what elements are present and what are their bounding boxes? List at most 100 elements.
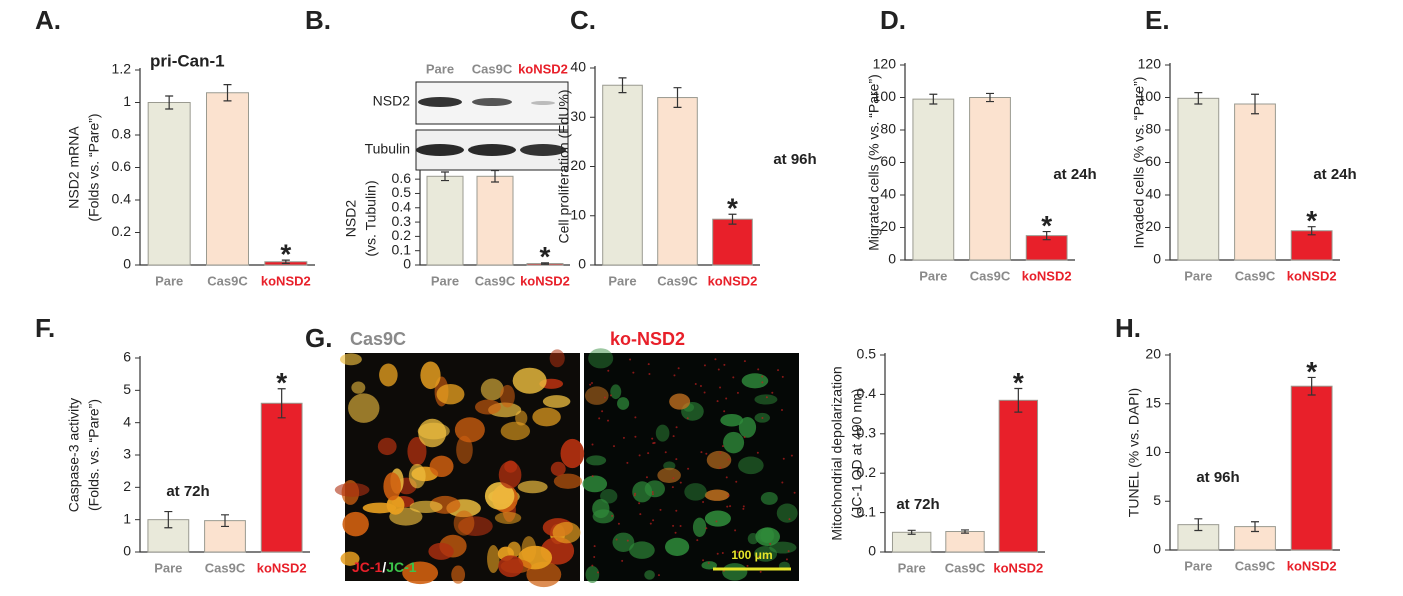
- y-tick-label: 10: [1145, 443, 1161, 459]
- error-bar: [1014, 387, 1023, 413]
- error-bar: [277, 388, 286, 419]
- cell: [377, 437, 397, 456]
- speck: [765, 556, 768, 559]
- panel-label: B.: [305, 5, 331, 35]
- y-tick-label: 0: [403, 256, 411, 272]
- speck: [679, 481, 682, 484]
- annotation: at 96h: [1196, 469, 1239, 486]
- bar-chart: F. Caspase-3 activity (Folds. vs. “Pare”) 0…: [35, 313, 310, 575]
- speck: [632, 371, 635, 374]
- significance-marker: *: [1013, 367, 1024, 398]
- speck: [703, 364, 706, 367]
- y-tick-label: 100: [873, 88, 897, 104]
- speck: [746, 564, 749, 567]
- speck: [607, 419, 610, 422]
- cell: [454, 417, 485, 443]
- y-axis-label: (Folds. vs. “Pare”): [86, 399, 102, 511]
- speck: [717, 368, 720, 371]
- speck: [702, 559, 705, 562]
- speck: [777, 369, 780, 372]
- cell: [684, 483, 707, 501]
- y-axis-label: NSD2: [343, 200, 359, 238]
- error-bar: [986, 92, 994, 103]
- cell: [542, 395, 571, 408]
- x-tick-label: koNSD2: [261, 273, 311, 288]
- error-bar: [223, 84, 232, 102]
- lane-label: Cas9C: [472, 61, 513, 76]
- cell: [517, 480, 548, 494]
- bar: [1177, 97, 1220, 261]
- y-tick-label: 30: [570, 108, 586, 124]
- bar-chart: C. Cell proliferation (EdU%) 0 10 20 30 40 Pare…: [556, 5, 817, 289]
- significance-marker: *: [540, 241, 551, 272]
- y-tick-label: 0.4: [112, 191, 132, 207]
- cell: [588, 348, 614, 369]
- speck: [675, 509, 678, 512]
- cell: [722, 563, 748, 581]
- speck: [782, 457, 785, 460]
- cell: [692, 517, 707, 537]
- panel-label: H.: [1115, 313, 1141, 343]
- cell: [664, 537, 690, 556]
- cell: [655, 424, 670, 442]
- cell: [407, 437, 427, 466]
- y-tick-label: 40: [570, 59, 586, 75]
- significance-marker: *: [280, 239, 291, 270]
- cell: [754, 546, 778, 562]
- x-tick-label: koNSD2: [993, 560, 1043, 575]
- bar: [945, 531, 985, 553]
- speck: [781, 481, 784, 484]
- y-tick-label: 60: [1145, 153, 1161, 169]
- western-blot: B. Pare Cas9C koNSD2 NSD2 Tubulin: [305, 5, 569, 171]
- x-tick-label: koNSD2: [1287, 268, 1337, 283]
- bar: [260, 402, 303, 553]
- speck: [757, 368, 760, 371]
- x-tick-label: koNSD2: [1287, 558, 1337, 573]
- y-tick-label: 0.2: [112, 223, 132, 239]
- error-bar: [1307, 226, 1316, 236]
- speck: [723, 410, 726, 413]
- y-tick-label: 0.6: [112, 158, 132, 174]
- x-tick-label: Cas9C: [205, 560, 246, 575]
- y-tick-label: 0: [123, 256, 131, 272]
- cell: [769, 541, 797, 554]
- speck: [756, 451, 759, 454]
- bar-chart: NSD2 (vs. Tubulin) 00.10.20.30.40.50.6 Pare…: [343, 169, 570, 288]
- error-bar: [929, 93, 938, 105]
- error-bar: [961, 529, 969, 534]
- panel-label: D.: [880, 5, 906, 35]
- y-tick-label: 15: [1145, 394, 1161, 410]
- error-bar: [491, 169, 499, 183]
- speck: [705, 452, 708, 455]
- bar: [476, 175, 514, 266]
- speck: [759, 570, 762, 573]
- y-tick-label: 0.3: [392, 213, 412, 229]
- cell: [720, 413, 744, 427]
- bar: [712, 218, 753, 266]
- scale-bar-label: 100 μm: [731, 548, 772, 562]
- y-tick-label: 0.2: [857, 464, 877, 480]
- speck: [612, 445, 615, 448]
- speck: [793, 491, 796, 494]
- blot-band: [520, 144, 566, 156]
- cell: [408, 463, 426, 489]
- cell: [498, 555, 524, 578]
- bar: [1290, 385, 1333, 551]
- y-tick-label: 0.2: [392, 227, 412, 243]
- bar: [206, 92, 249, 266]
- annotation: at 24h: [1053, 166, 1096, 183]
- speck: [651, 437, 654, 440]
- cell: [585, 386, 609, 405]
- y-tick-label: 10: [570, 206, 586, 222]
- y-tick-label: 2: [123, 478, 131, 494]
- blot-row-label: Tubulin: [365, 141, 410, 157]
- speck: [725, 397, 728, 400]
- stain-legend: JC-1/JC-1: [352, 559, 417, 575]
- speck: [672, 435, 675, 438]
- panel-label: A.: [35, 5, 61, 35]
- cell: [487, 545, 500, 574]
- speck: [736, 550, 739, 553]
- bar: [891, 531, 932, 553]
- y-tick-label: 40: [1145, 186, 1161, 202]
- speck: [615, 538, 618, 541]
